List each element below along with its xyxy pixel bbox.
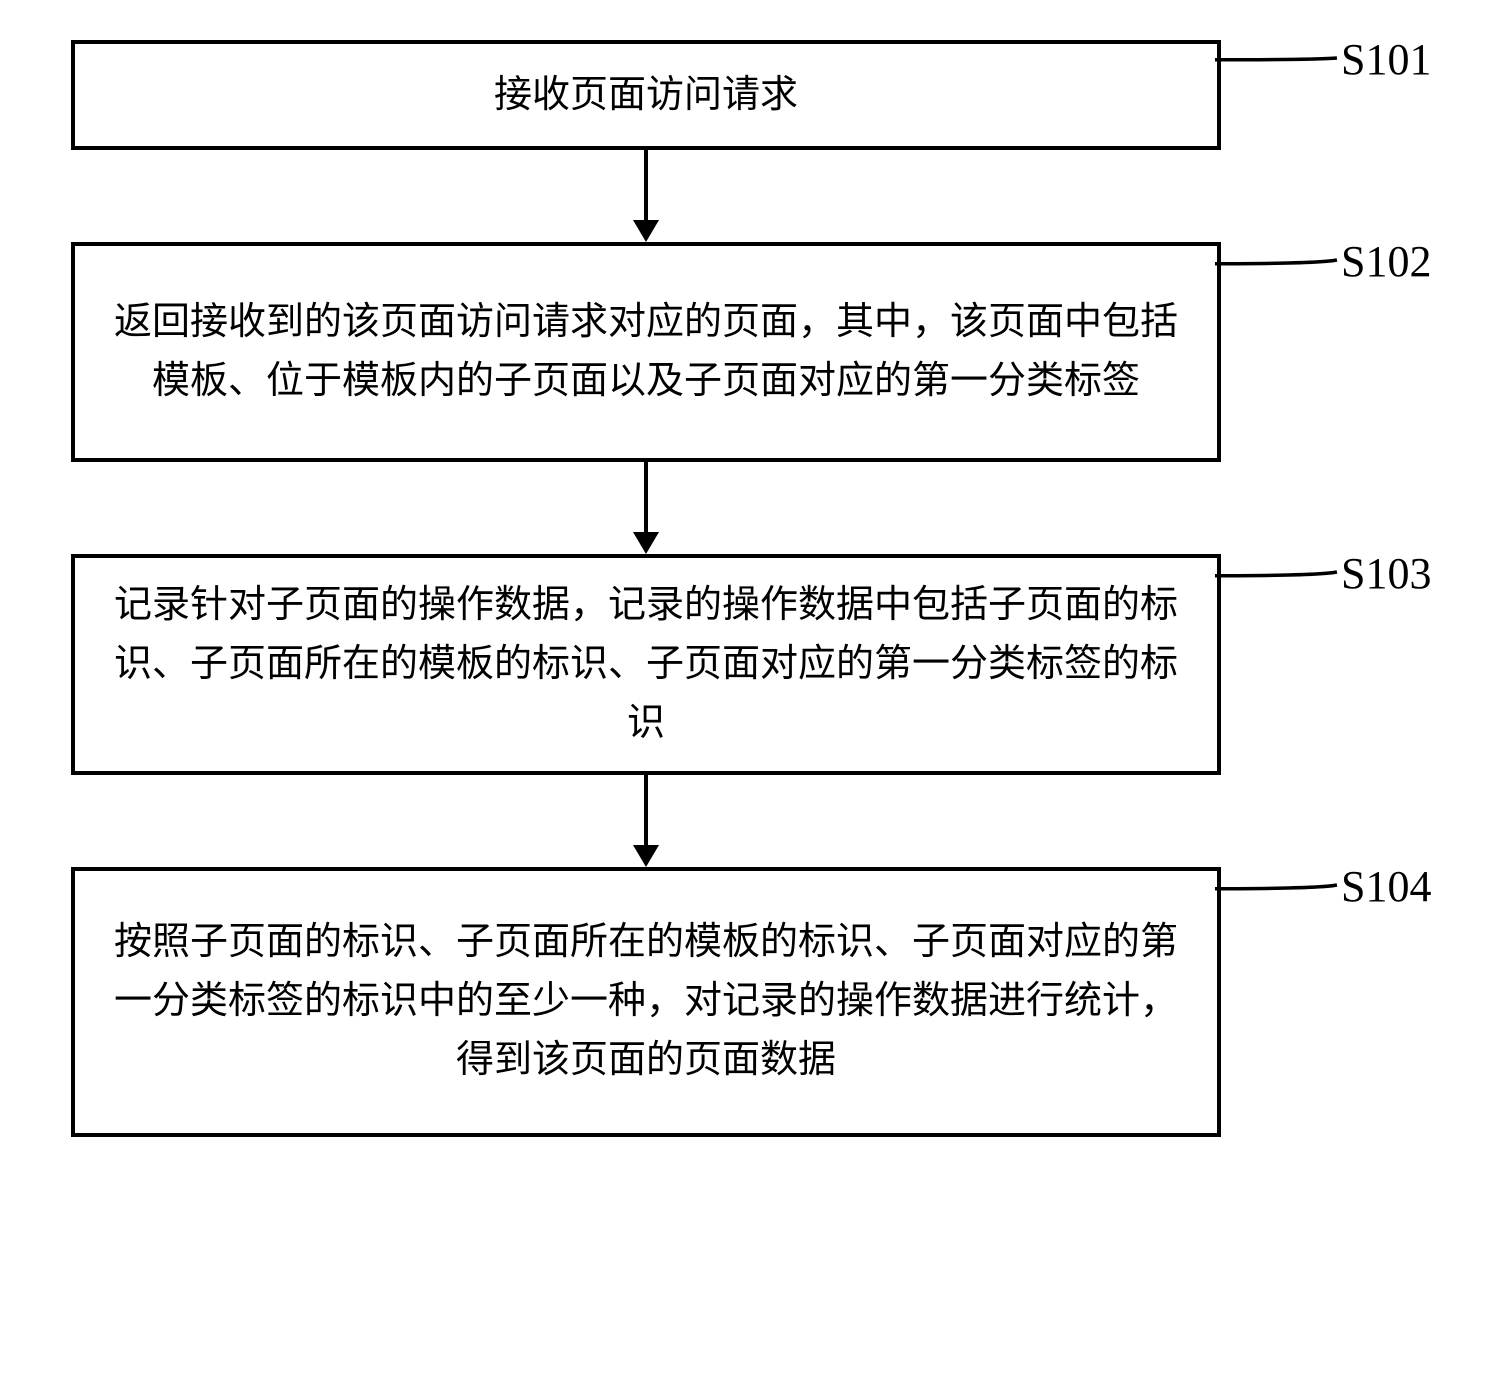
step-box-s101: 接收页面访问请求 [71,40,1221,150]
step-row-s101: 接收页面访问请求S101 [31,40,1471,150]
flow-arrow [71,462,1221,554]
step-box-s104: 按照子页面的标识、子页面所在的模板的标识、子页面对应的第一分类标签的标识中的至少… [71,867,1221,1137]
flow-arrow [71,775,1221,867]
step-row-s102: 返回接收到的该页面访问请求对应的页面，其中，该页面中包括模板、位于模板内的子页面… [31,242,1471,462]
flowchart-container: 接收页面访问请求S101 返回接收到的该页面访问请求对应的页面，其中，该页面中包… [31,40,1471,1137]
step-label-s103: S103 [1341,548,1431,599]
flow-arrow [71,150,1221,242]
step-label-s104: S104 [1341,861,1431,912]
step-box-s103: 记录针对子页面的操作数据，记录的操作数据中包括子页面的标识、子页面所在的模板的标… [71,554,1221,775]
step-row-s104: 按照子页面的标识、子页面所在的模板的标识、子页面对应的第一分类标签的标识中的至少… [31,867,1471,1137]
step-row-s103: 记录针对子页面的操作数据，记录的操作数据中包括子页面的标识、子页面所在的模板的标… [31,554,1471,775]
step-box-s102: 返回接收到的该页面访问请求对应的页面，其中，该页面中包括模板、位于模板内的子页面… [71,242,1221,462]
step-label-s101: S101 [1341,34,1431,85]
step-label-s102: S102 [1341,236,1431,287]
